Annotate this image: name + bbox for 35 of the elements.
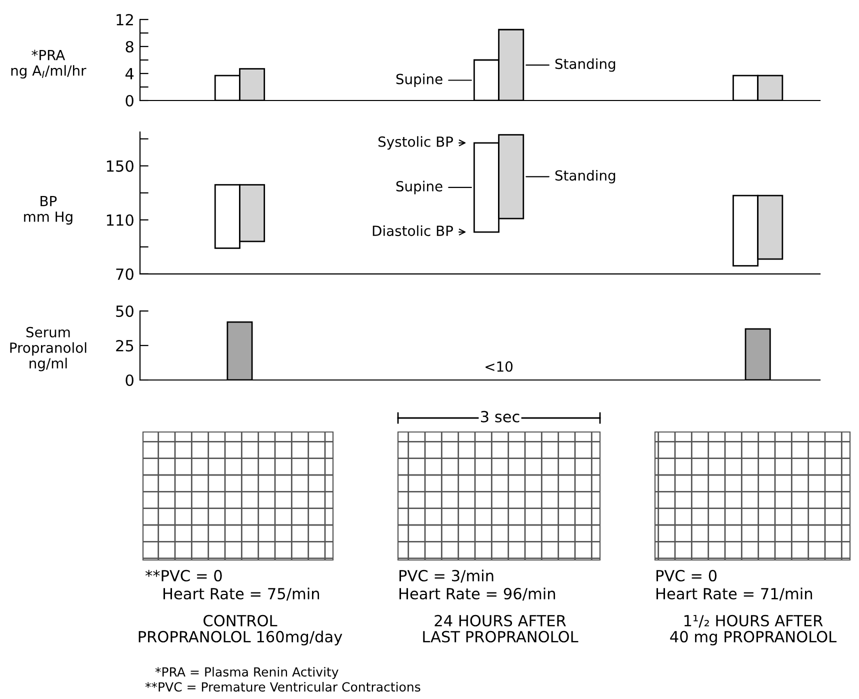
y-tick-label: 12 (116, 14, 133, 26)
y-tick-label: 0 (126, 374, 134, 386)
legend-label: Standing (555, 58, 616, 72)
text: Heart Rate = 75/min (164, 588, 320, 601)
y-tick-label: 110 (106, 214, 134, 226)
y-tick-label: 25 (116, 340, 134, 352)
y-tick-label: 0 (126, 94, 134, 107)
y-tick-label: 50 (116, 305, 134, 318)
text: *PRA = Plasma Renin Activity (155, 666, 338, 680)
y-tick-label: 8 (126, 40, 134, 53)
y-tick-label: 70 (116, 268, 134, 280)
text: Standing (555, 170, 616, 184)
text: **PVC = 0 (145, 570, 222, 582)
y-axis-title: BP mm Hg (24, 196, 72, 225)
text: 3 sec (480, 410, 520, 422)
y-axis-title: *PRA ng A$_{I}$/ml/hr (11, 50, 86, 79)
legend-label: Supine (396, 180, 442, 194)
text: **PVC = Premature Ventricular Contractions (145, 682, 420, 692)
text: 1¹/₂ HOURS AFTER (684, 614, 823, 628)
text: PVC = 3/min (400, 570, 494, 583)
text: Heart Rate = 96/min (400, 588, 556, 601)
text: PROPRANOLOL 160mg/day (138, 630, 342, 646)
text: LAST PROPRANOLOL (423, 630, 578, 642)
text: 24 HOURS AFTER (434, 614, 566, 626)
y-axis-title: Serum Propranolol ng/ml (10, 326, 86, 372)
annotation: Systolic BP (378, 136, 453, 150)
text: CONTROL (204, 614, 278, 626)
annotation: <10 (486, 361, 513, 372)
text: 40 mg PROPRANOLOL (670, 630, 837, 646)
annotation: Diastolic BP (372, 225, 453, 236)
text: Heart Rate = 71/min (656, 588, 812, 601)
text: Supine (396, 74, 442, 87)
y-tick-label: 150 (106, 160, 134, 172)
y-tick-label: 4 (125, 68, 134, 80)
text: PVC = 0 (656, 570, 717, 582)
